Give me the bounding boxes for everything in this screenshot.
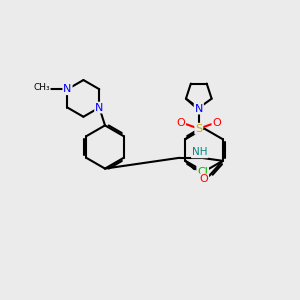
Text: N: N (63, 84, 72, 94)
Text: O: O (176, 118, 185, 128)
Text: N: N (95, 103, 103, 112)
Text: N: N (195, 103, 203, 114)
Text: O: O (212, 118, 221, 128)
Text: O: O (200, 174, 208, 184)
Text: Cl: Cl (197, 167, 208, 177)
Text: CH₃: CH₃ (33, 83, 50, 92)
Text: NH: NH (192, 147, 207, 158)
Text: S: S (195, 124, 203, 134)
